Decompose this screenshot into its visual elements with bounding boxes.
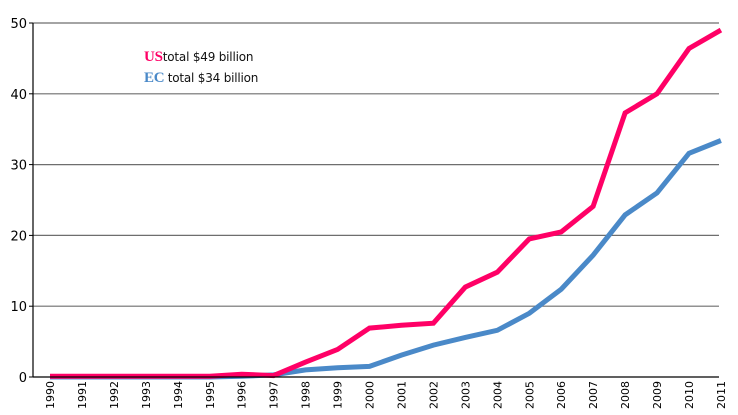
y-tick-label: 50 <box>10 17 27 32</box>
y-tick-label: 20 <box>10 229 27 244</box>
x-tick-label: 1999 <box>332 381 345 409</box>
series-line-us <box>50 27 723 379</box>
legend-item-us: UStotal $49 billion <box>144 49 253 66</box>
x-tick-label: 2008 <box>619 381 632 409</box>
x-tick-label: 2006 <box>555 381 568 409</box>
x-axis-ticks: 1990 1991 1992 1993 1994 1995 1996 1997 1998 1999… <box>44 381 728 409</box>
legend-us-code: US <box>144 49 163 65</box>
y-axis-ticks: 0 10 20 30 40 50 <box>10 17 33 386</box>
x-tick-label: 2000 <box>364 381 377 409</box>
x-tick-label: 1991 <box>76 381 89 409</box>
x-tick-label: 1993 <box>140 381 153 409</box>
gridlines <box>33 22 719 307</box>
x-tick-label: 2001 <box>395 381 408 409</box>
x-tick-label: 1992 <box>108 381 121 409</box>
x-tick-label: 2010 <box>683 381 696 409</box>
x-tick-label: 1998 <box>300 381 313 409</box>
x-tick-label: 1997 <box>268 381 281 409</box>
legend-item-ec: EC total $34 billion <box>144 70 258 87</box>
x-tick-label: 2007 <box>587 381 600 409</box>
legend-ec-code: EC <box>144 70 165 86</box>
x-tick-label: 2004 <box>491 381 504 409</box>
x-tick-label: 2003 <box>459 381 472 409</box>
y-tick-label: 10 <box>10 300 27 315</box>
x-tick-label: 2011 <box>715 381 728 409</box>
x-tick-label: 1994 <box>172 381 185 409</box>
y-tick-label: 40 <box>10 88 27 103</box>
x-tick-label: 2009 <box>651 381 664 409</box>
legend-ec-text: total $34 billion <box>167 71 259 85</box>
x-tick-label: 2002 <box>427 381 440 409</box>
x-tick-label: 1990 <box>44 381 57 409</box>
x-tick-label: 2005 <box>523 381 536 409</box>
y-tick-label: 0 <box>19 371 27 386</box>
x-tick-label: 1996 <box>236 381 249 409</box>
series-line-ec <box>50 138 722 380</box>
x-tick-label: 1995 <box>204 381 217 409</box>
legend-us-text: total $49 billion <box>162 50 254 64</box>
y-tick-label: 30 <box>10 159 27 174</box>
